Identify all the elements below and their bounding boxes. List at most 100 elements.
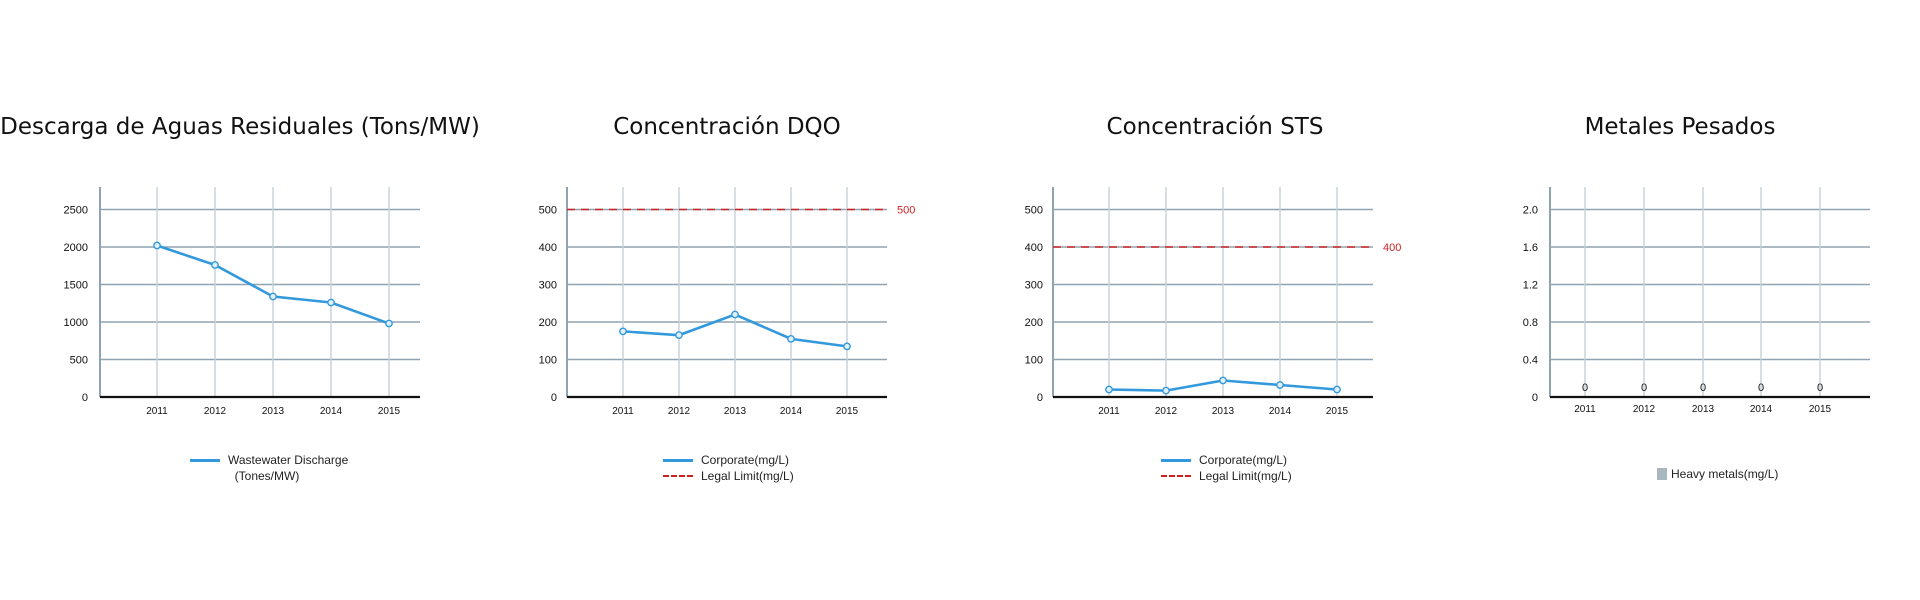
x-tick-label: 2013 — [724, 406, 747, 417]
x-tick-label: 2015 — [1326, 406, 1349, 417]
chart-title: Descarga de Aguas Residuales (Tons/MW) — [0, 114, 480, 140]
data-point — [619, 327, 627, 336]
y-tick-label: 1500 — [64, 280, 88, 292]
legend-item-corporate: Corporate(mg/L) — [663, 452, 794, 468]
data-point — [1219, 376, 1227, 385]
x-tick-label: 2014 — [320, 406, 343, 417]
chart-panel-dqo: Concentración DQO 0 100 200 300 400 500 2011 20… — [487, 0, 967, 600]
y-tick-label: 0 — [551, 392, 557, 404]
y-tick-label: 2.0 — [1523, 205, 1538, 217]
data-point — [731, 310, 739, 319]
chart-title: Concentración STS — [1106, 114, 1324, 140]
data-point — [1276, 381, 1284, 389]
data-point — [675, 331, 683, 340]
y-tick-label: 1.2 — [1523, 280, 1538, 292]
chart-plot-metals: 0 0.4 0.8 1.2 1.6 2.0 2011 2012 2013 2014 2015 0 0 0 0… — [1523, 187, 1870, 415]
legend-line-swatch — [663, 459, 693, 462]
x-tick-label: 2012 — [1633, 404, 1656, 415]
legend-item-legal-limit: Legal Limit(mg/L) — [1161, 468, 1292, 484]
data-point — [1105, 385, 1113, 394]
y-tick-label: 0 — [1037, 392, 1043, 404]
data-point — [153, 241, 161, 250]
bar-value-label: 0 — [1700, 382, 1706, 394]
data-point — [787, 334, 795, 343]
bar-value-label: 0 — [1758, 382, 1764, 394]
bar-value-label: 0 — [1582, 382, 1588, 394]
chart-title: Concentración DQO — [613, 114, 841, 140]
y-tick-label: 0.4 — [1523, 355, 1538, 367]
bar-value-label: 0 — [1641, 382, 1647, 394]
x-tick-label: 2014 — [1269, 406, 1292, 417]
y-tick-label: 0 — [82, 392, 88, 404]
legend-box-swatch — [1657, 468, 1667, 480]
data-point — [269, 292, 277, 301]
data-point — [1162, 386, 1170, 395]
legend-label: Heavy metals(mg/L) — [1671, 467, 1779, 481]
data-point — [1333, 385, 1341, 394]
y-tick-label: 0.8 — [1523, 317, 1538, 329]
chart-plot-sts: 0 100 200 300 400 500 2011 2012 2013 2014 2015 400 — [1025, 187, 1401, 417]
legend: Corporate(mg/L) Legal Limit(mg/L) — [1161, 452, 1292, 484]
legal-limit-label: 500 — [897, 205, 915, 217]
y-tick-label: 500 — [1025, 205, 1043, 217]
legal-limit-label: 400 — [1383, 242, 1401, 254]
x-tick-label: 2013 — [1692, 404, 1715, 415]
x-tick-label: 2014 — [1750, 404, 1773, 415]
legend-item-wastewater: Wastewater Discharge (Tones/MW) — [190, 452, 348, 483]
legend-line-swatch — [190, 459, 220, 462]
legend: Wastewater Discharge (Tones/MW) — [190, 452, 348, 483]
x-tick-label: 2012 — [668, 406, 691, 417]
legend-item-heavy-metals: Heavy metals(mg/L) — [1657, 466, 1778, 482]
x-tick-label: 2011 — [1098, 406, 1120, 417]
y-tick-label: 300 — [1025, 280, 1043, 292]
data-point — [327, 298, 335, 307]
x-tick-label: 2015 — [378, 406, 401, 417]
x-tick-label: 2015 — [836, 406, 859, 417]
legend-item-legal-limit: Legal Limit(mg/L) — [663, 468, 794, 484]
x-tick-label: 2014 — [780, 406, 803, 417]
y-tick-label: 2500 — [64, 205, 88, 217]
x-tick-label: 2012 — [1155, 406, 1178, 417]
x-tick-label: 2011 — [146, 406, 168, 417]
chart-panel-wastewater: Descarga de Aguas Residuales (Tons/MW) 0… — [0, 0, 480, 600]
y-tick-label: 400 — [1025, 242, 1043, 254]
legend-label: Legal Limit(mg/L) — [701, 469, 794, 483]
x-tick-label: 2011 — [612, 406, 634, 417]
data-point — [211, 261, 219, 269]
chart-plot-dqo: 0 100 200 300 400 500 2011 2012 2013 2014 2015 500 — [539, 187, 915, 417]
x-tick-label: 2011 — [1574, 404, 1596, 415]
bar-value-label: 0 — [1817, 382, 1823, 394]
y-tick-label: 300 — [539, 280, 557, 292]
y-tick-label: 100 — [1025, 355, 1043, 367]
chart-panel-metals: Metales Pesados 0 0.4 0.8 1.2 1.6 2.0 2011 2012… — [1440, 0, 1920, 600]
legend-label: Legal Limit(mg/L) — [1199, 469, 1292, 483]
legend-dash-swatch — [663, 475, 693, 477]
y-tick-label: 400 — [539, 242, 557, 254]
y-tick-label: 200 — [539, 317, 557, 329]
y-tick-label: 0 — [1532, 392, 1538, 404]
legend-dash-swatch — [1161, 475, 1191, 477]
legend-label: Corporate(mg/L) — [701, 453, 790, 467]
legend-line-swatch — [1161, 459, 1191, 462]
chart-plot-wastewater: 0 500 1000 1500 2000 2500 2011 2012 2013 2014 2015 — [64, 187, 420, 417]
legend: Corporate(mg/L) Legal Limit(mg/L) — [663, 452, 794, 484]
chart-title: Metales Pesados — [1584, 114, 1776, 140]
y-tick-label: 500 — [539, 205, 557, 217]
y-tick-label: 1.6 — [1523, 242, 1538, 254]
x-tick-label: 2015 — [1809, 404, 1832, 415]
data-point — [385, 319, 393, 328]
x-tick-label: 2013 — [1212, 406, 1235, 417]
y-tick-label: 200 — [1025, 317, 1043, 329]
x-tick-label: 2012 — [204, 406, 227, 417]
legend-label: Wastewater Discharge (Tones/MW) — [228, 453, 349, 483]
legend-item-corporate: Corporate(mg/L) — [1161, 452, 1292, 468]
legend: Heavy metals(mg/L) — [1657, 466, 1778, 482]
y-tick-label: 1000 — [64, 317, 88, 329]
x-tick-label: 2013 — [262, 406, 285, 417]
y-tick-label: 500 — [70, 355, 88, 367]
y-tick-label: 2000 — [64, 242, 88, 254]
y-tick-label: 100 — [539, 355, 557, 367]
data-point — [843, 342, 851, 351]
chart-panel-sts: Concentración STS 0 100 200 300 400 500 2011 20… — [975, 0, 1455, 600]
legend-label: Corporate(mg/L) — [1199, 453, 1288, 467]
